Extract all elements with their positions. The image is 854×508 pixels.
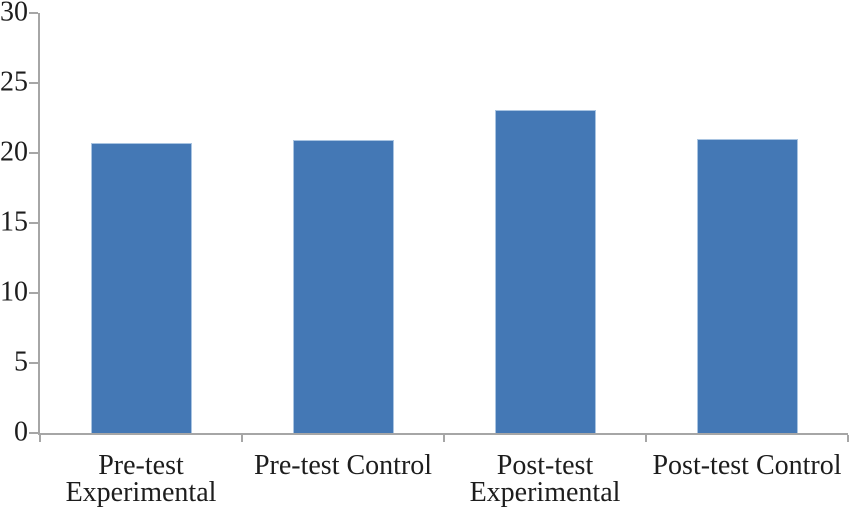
- y-axis-tick: [29, 82, 38, 84]
- x-axis-tick: [39, 435, 41, 442]
- x-axis-category-label-line: Experimental: [469, 477, 621, 508]
- y-axis-tick-label: 25: [0, 66, 28, 98]
- y-axis-tick: [29, 362, 38, 364]
- x-axis-category-label-line: Experimental: [65, 477, 217, 508]
- y-axis-tick-label: 0: [14, 416, 28, 448]
- bar: [90, 143, 192, 433]
- y-axis-tick-label: 15: [0, 206, 28, 238]
- y-axis-tick-label: 20: [0, 136, 28, 168]
- x-axis-tick: [443, 435, 445, 442]
- y-axis-tick-label: 10: [0, 276, 28, 308]
- y-axis-line: [38, 13, 40, 435]
- x-axis-category-label-line: Pre-test Control: [253, 450, 433, 481]
- x-axis-category-label: Post-test Control: [646, 450, 848, 481]
- y-axis-tick-label: 30: [0, 0, 28, 28]
- x-axis-tick: [645, 435, 647, 442]
- bar: [494, 109, 596, 433]
- x-axis-category-label: Pre-test Experimental: [40, 450, 242, 508]
- x-axis-category-label-line: Post-test: [496, 450, 594, 481]
- x-axis-tick: [847, 435, 849, 442]
- y-axis-tick: [29, 432, 38, 434]
- y-axis-tick-label: 5: [14, 346, 28, 378]
- x-axis-category-label-line: Post-test Control: [652, 450, 842, 481]
- x-axis-tick: [241, 435, 243, 442]
- y-axis-tick: [29, 12, 38, 14]
- bar: [696, 139, 798, 433]
- y-axis-tick: [29, 292, 38, 294]
- x-axis-category-label: Post-test Experimental: [444, 450, 646, 508]
- bar: [292, 140, 394, 433]
- y-axis-tick: [29, 222, 38, 224]
- x-axis-category-label-line: Pre-test: [98, 450, 184, 481]
- x-axis-category-label: Pre-test Control: [242, 450, 444, 481]
- x-axis-line: [38, 433, 848, 435]
- y-axis-tick: [29, 152, 38, 154]
